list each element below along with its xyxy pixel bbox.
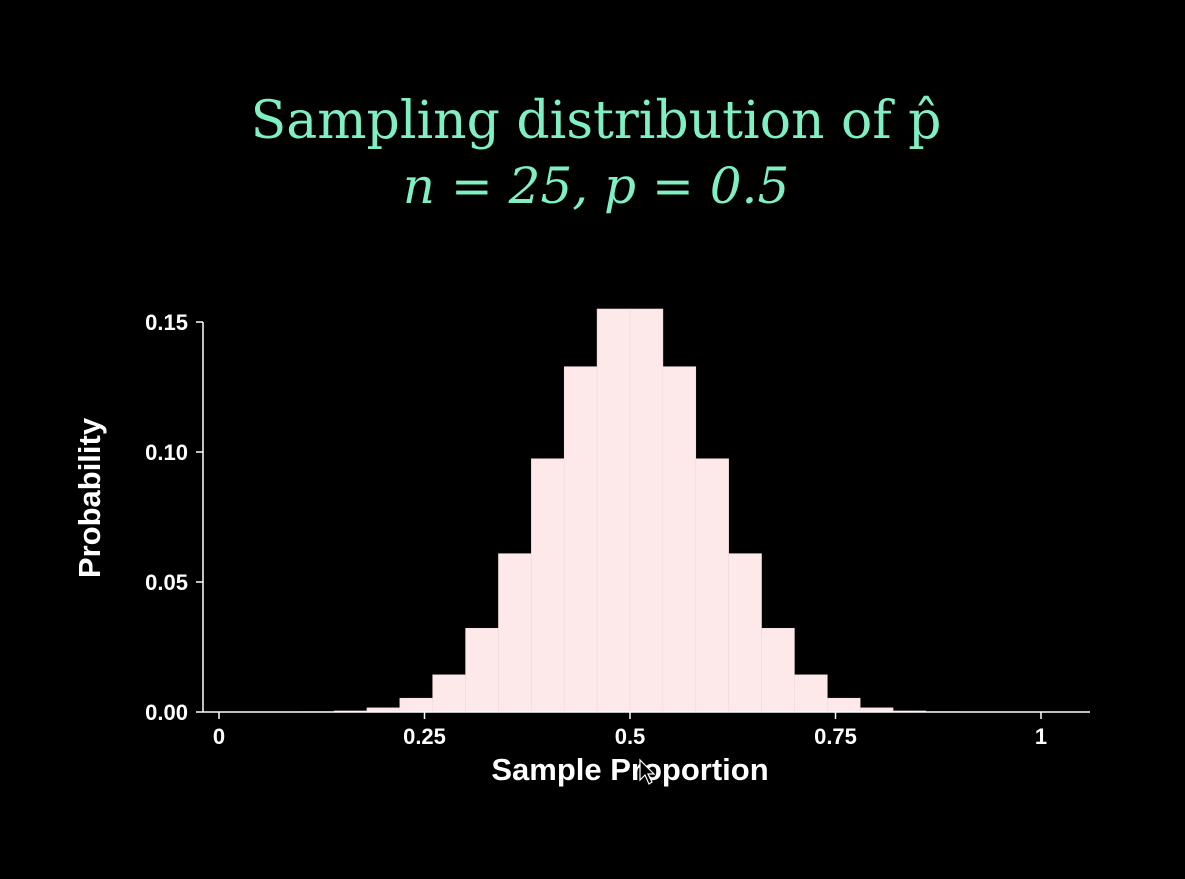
x-axis-label: Sample Proportion	[491, 752, 768, 787]
histogram-bar	[695, 458, 729, 713]
histogram-bar	[761, 627, 795, 713]
mouse-cursor-icon	[639, 758, 656, 785]
y-axis-label: Probability	[72, 417, 107, 578]
histogram-bar	[629, 308, 664, 713]
x-tick-label: 0.75	[814, 724, 857, 749]
histogram-bar	[794, 674, 828, 713]
histogram-bar	[596, 308, 631, 713]
chart-title: Sampling distribution of p̂	[251, 91, 942, 151]
x-ticks-group: 0 0.25 0.5 0.75 1	[213, 712, 1047, 749]
histogram-bar	[432, 674, 466, 713]
bars-group	[300, 308, 960, 713]
histogram-bar	[563, 366, 598, 713]
histogram-bar	[826, 697, 861, 713]
x-tick-label: 0.5	[615, 724, 646, 749]
y-tick-label: 0.15	[145, 310, 188, 335]
histogram-bar	[662, 366, 697, 713]
y-tick-label: 0.00	[145, 700, 188, 725]
y-ticks-group: 0.00 0.05 0.10 0.15	[145, 310, 203, 725]
x-tick-label: 0	[213, 724, 225, 749]
x-tick-label: 1	[1035, 724, 1047, 749]
y-tick-label: 0.10	[145, 440, 188, 465]
histogram-bar	[531, 458, 565, 713]
histogram-bar	[399, 697, 434, 713]
y-tick-label: 0.05	[145, 570, 188, 595]
chart-subtitle: n = 25, p = 0.5	[403, 157, 790, 215]
histogram-bar	[465, 627, 499, 713]
histogram-bar	[728, 553, 762, 713]
x-tick-label: 0.25	[403, 724, 446, 749]
histogram-bar	[498, 553, 532, 713]
